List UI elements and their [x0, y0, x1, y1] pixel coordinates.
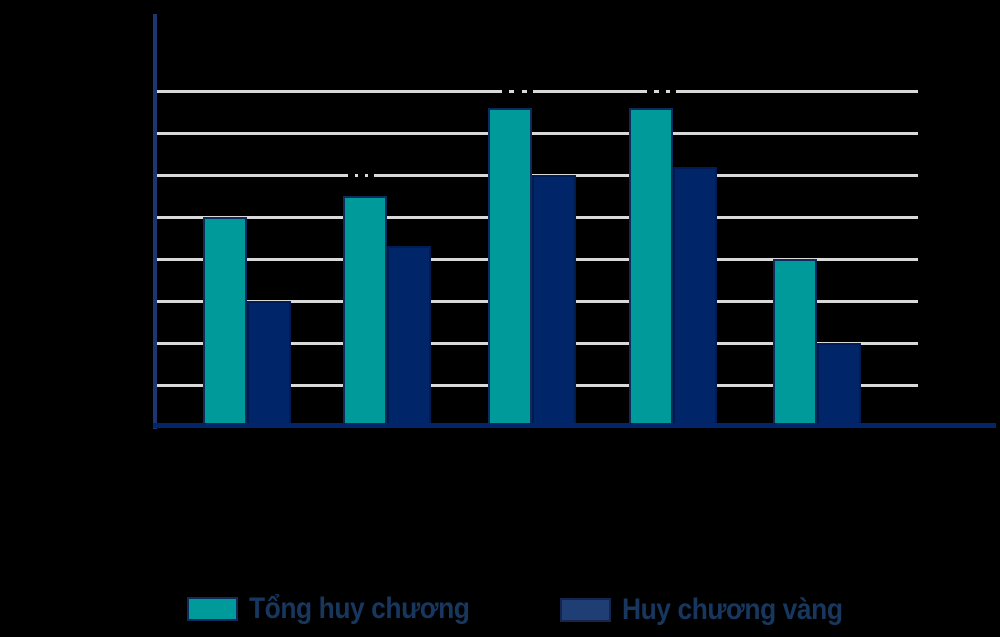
bar-gold-medals-4: [673, 166, 718, 427]
bar-total-medals-2: [343, 196, 388, 427]
bar-gold-medals-2: [387, 246, 432, 427]
gridline: [155, 90, 918, 93]
bar-total-medals-3: [488, 107, 533, 427]
x-axis-line: [153, 423, 996, 428]
bar-gold-medals-1: [247, 301, 291, 427]
data-label-remnant: [368, 171, 374, 179]
data-label-remnant: [514, 87, 522, 95]
bar-gold-medals-3: [532, 175, 577, 427]
bar-total-medals-5: [772, 259, 817, 427]
bar-total-medals-4: [629, 107, 674, 427]
y-axis-line: [153, 14, 157, 429]
data-label-remnant: [659, 87, 666, 95]
bar-gold-medals-5: [816, 343, 861, 427]
gridline: [155, 132, 918, 135]
data-label-remnant: [527, 87, 533, 95]
data-label-remnant: [647, 87, 654, 95]
data-label-remnant: [670, 87, 676, 95]
bar-total-medals-1: [203, 217, 247, 427]
data-label-remnant: [348, 171, 355, 179]
data-label-remnant: [502, 87, 509, 95]
data-label-remnant: [358, 171, 365, 179]
